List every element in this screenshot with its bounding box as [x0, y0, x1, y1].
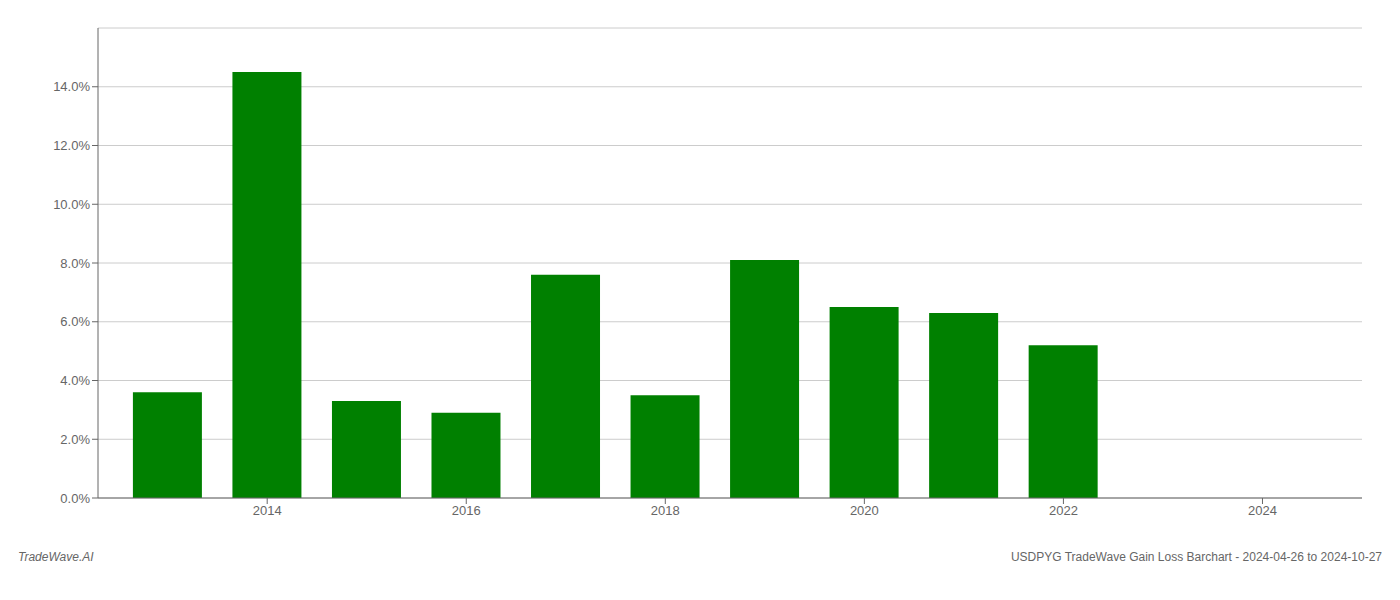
- svg-text:2.0%: 2.0%: [60, 432, 90, 447]
- svg-text:6.0%: 6.0%: [60, 314, 90, 329]
- svg-text:2018: 2018: [651, 503, 680, 518]
- html-text:USDPYG TradeWave Gain Loss Bar: USDPYG TradeWave Gain Loss Barchart - 20…: [1010, 550, 1382, 564]
- svg-text:0.0%: 0.0%: [60, 491, 90, 506]
- svg-text:2014: 2014: [253, 503, 282, 518]
- svg-text:2024: 2024: [1248, 503, 1277, 518]
- svg-text:2022: 2022: [1049, 503, 1078, 518]
- svg-text:14.0%: 14.0%: [53, 79, 90, 94]
- html-text:TradeWave.AI: TradeWave.AI: [18, 550, 94, 564]
- svg-text:2020: 2020: [850, 503, 879, 518]
- svg-text:10.0%: 10.0%: [53, 197, 90, 212]
- svg-text:8.0%: 8.0%: [60, 256, 90, 271]
- svg-text:4.0%: 4.0%: [60, 373, 90, 388]
- svg-text:12.0%: 12.0%: [53, 138, 90, 153]
- svg-text:2016: 2016: [452, 503, 481, 518]
